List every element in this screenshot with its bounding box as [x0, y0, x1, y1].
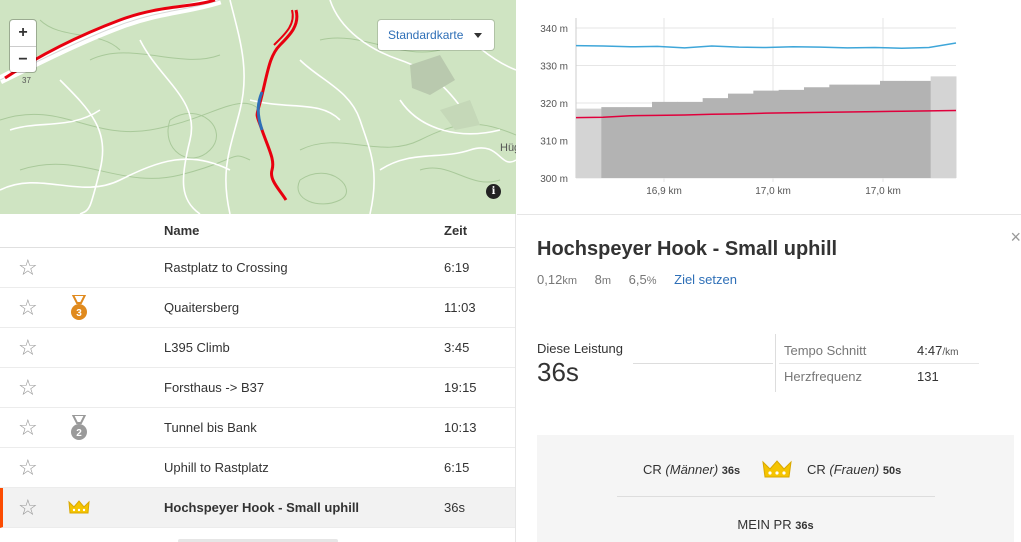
terrain-bar — [753, 90, 780, 178]
silver-medal-icon: 2 — [71, 415, 87, 440]
segment-name[interactable]: Rastplatz to Crossing — [164, 260, 288, 275]
performance-label: Diese Leistung — [537, 341, 623, 356]
close-icon[interactable]: × — [1010, 227, 1021, 247]
pace-value: 4:47/km — [917, 343, 959, 358]
terrain-bar — [677, 101, 704, 178]
column-header-name[interactable]: Name — [164, 223, 200, 238]
caret-down-icon — [474, 33, 482, 38]
segment-title: Hochspeyer Hook - Small uphill — [537, 238, 838, 260]
segment-grade: 6,5% — [628, 272, 657, 287]
terrain-bar — [804, 87, 830, 178]
terrain-bar — [778, 89, 805, 178]
elevation-chart: 340 m 330 m 320 m 310 m 300 m 16,9 km 17,0 km… — [516, 0, 1021, 214]
star-icon[interactable]: ☆ — [18, 295, 38, 320]
route-map[interactable]: + − Standardkarte 37 Hüg i — [0, 0, 516, 214]
star-icon[interactable]: ☆ — [18, 455, 38, 480]
heart-rate-line — [575, 109, 957, 119]
info-icon[interactable]: i — [486, 184, 501, 199]
star-icon[interactable]: ☆ — [18, 255, 38, 280]
medal-rank: 2 — [76, 428, 82, 439]
y-tick-label: 320 m — [540, 99, 568, 110]
crown-icon — [762, 460, 792, 478]
terrain-bar — [576, 108, 602, 178]
divider — [779, 363, 979, 364]
table-body: ☆ Rastplatz to Crossing 6:19 ☆ 3 Quaitersberg… — [0, 248, 515, 528]
segment-stats: 0,12km 8m 6,5% Ziel setzen — [537, 272, 737, 287]
terrain-bar — [880, 80, 906, 178]
crown-icon — [68, 500, 90, 514]
divider — [775, 334, 776, 392]
x-tick-label: 16,9 km — [646, 186, 682, 197]
segment-name[interactable]: L395 Climb — [164, 340, 230, 355]
course-record-women[interactable]: CR (Frauen) 50s — [807, 462, 902, 477]
medal-rank: 3 — [76, 308, 82, 319]
zoom-out-button[interactable]: − — [10, 46, 36, 72]
segment-name[interactable]: Forsthaus -> B37 — [164, 380, 265, 395]
terrain-bar — [728, 93, 754, 178]
segment-distance: 0,12km — [537, 272, 577, 287]
scroll-indicator[interactable] — [178, 539, 338, 542]
segment-table: Name Zeit ☆ Rastplatz to Crossing 6:19 ☆ 3 Qu… — [0, 214, 516, 542]
y-tick-label: 330 m — [540, 62, 568, 73]
zoom-control: + − — [10, 20, 36, 72]
terrain-bar — [930, 76, 957, 178]
terrain-bar — [626, 107, 653, 178]
pace-label: Tempo Schnitt — [784, 343, 867, 358]
segment-time: 19:15 — [444, 380, 477, 395]
table-row[interactable]: ☆ 3 Quaitersberg 11:03 — [0, 288, 515, 328]
terrain-bar — [854, 84, 881, 178]
road-number-label: 37 — [22, 76, 31, 85]
table-row[interactable]: ☆ L395 Climb 3:45 — [0, 328, 515, 368]
table-header: Name Zeit — [0, 214, 515, 248]
segment-name[interactable]: Tunnel bis Bank — [164, 420, 257, 435]
star-icon[interactable]: ☆ — [18, 375, 38, 400]
star-icon[interactable]: ☆ — [18, 415, 38, 440]
segment-time: 6:15 — [444, 460, 470, 475]
terrain-bar — [601, 107, 628, 178]
segment-detail-panel: × Hochspeyer Hook - Small uphill 0,12km … — [517, 214, 1021, 542]
map-type-label: Standardkarte — [388, 28, 464, 42]
segment-time: 3:45 — [444, 340, 470, 355]
segment-name[interactable]: Hochspeyer Hook - Small uphill — [164, 500, 360, 515]
divider — [617, 496, 935, 497]
personal-record: MEIN PR 36s — [737, 517, 814, 532]
column-header-time[interactable]: Zeit — [444, 223, 468, 238]
table-row[interactable]: ☆ Rastplatz to Crossing 6:19 — [0, 248, 515, 288]
table-row[interactable]: ☆ Uphill to Rastplatz 6:15 — [0, 448, 515, 488]
heart-rate-value: 131 — [917, 369, 939, 384]
terrain-bar — [652, 101, 678, 178]
segment-name[interactable]: Quaitersberg — [164, 300, 240, 315]
table-row[interactable]: ☆ Hochspeyer Hook - Small uphill 36s — [0, 488, 515, 528]
star-icon[interactable]: ☆ — [18, 495, 38, 520]
x-tick-label: 17,0 km — [865, 186, 901, 197]
table-row[interactable]: ☆ 2 Tunnel bis Bank 10:13 — [0, 408, 515, 448]
table-row[interactable]: ☆ Forsthaus -> B37 19:15 — [0, 368, 515, 408]
course-record-men[interactable]: CR (Männer) 36s — [643, 462, 741, 477]
star-icon[interactable]: ☆ — [18, 335, 38, 360]
set-goal-link[interactable]: Ziel setzen — [674, 272, 737, 287]
x-tick-label: 17,0 km — [755, 186, 791, 197]
map-type-dropdown[interactable]: Standardkarte — [378, 20, 494, 50]
segment-time: 11:03 — [444, 300, 476, 315]
bronze-medal-icon: 3 — [71, 295, 87, 320]
pace-line — [575, 42, 957, 49]
terrain-bar — [829, 84, 856, 178]
terrain-bar — [702, 98, 729, 178]
performance-value: 36s — [537, 357, 579, 387]
segment-elevation: 8m — [594, 272, 612, 287]
terrain-bar — [905, 80, 932, 178]
segment-name[interactable]: Uphill to Rastplatz — [164, 460, 269, 475]
place-label: Hüg — [500, 142, 516, 154]
elevation-chart-svg[interactable]: 340 m 330 m 320 m 310 m 300 m 16,9 km 17,0 km… — [516, 0, 1021, 214]
y-tick-label: 340 m — [540, 24, 568, 35]
segment-time: 6:19 — [444, 260, 470, 275]
zoom-in-button[interactable]: + — [18, 24, 28, 41]
records-box: CR (Männer) 36s CR (Frauen) 50s MEIN PR … — [537, 435, 1014, 542]
divider — [633, 363, 773, 364]
y-tick-label: 300 m — [540, 174, 568, 185]
segment-time: 10:13 — [444, 420, 477, 435]
segment-time: 36s — [444, 500, 465, 515]
y-tick-label: 310 m — [540, 137, 568, 148]
heart-rate-label: Herzfrequenz — [784, 369, 863, 384]
